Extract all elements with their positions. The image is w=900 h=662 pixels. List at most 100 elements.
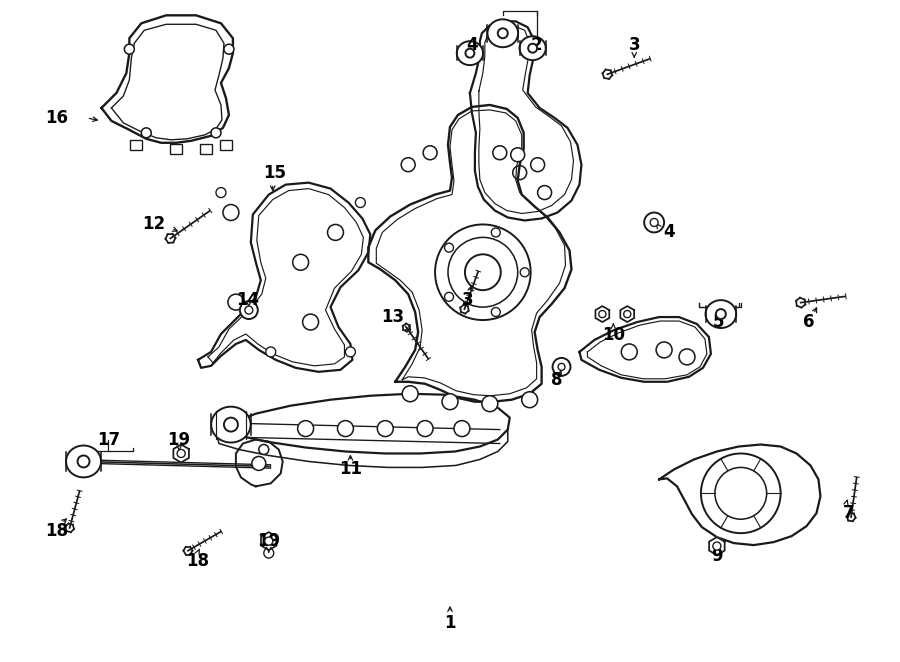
Text: 3: 3	[462, 291, 473, 309]
Text: 15: 15	[263, 164, 286, 181]
Bar	[130, 140, 142, 150]
Circle shape	[298, 420, 313, 436]
Circle shape	[435, 224, 531, 320]
Text: 4: 4	[663, 223, 675, 242]
Circle shape	[77, 455, 89, 467]
Circle shape	[402, 386, 418, 402]
Text: 1: 1	[445, 614, 455, 632]
Circle shape	[531, 158, 544, 171]
Circle shape	[510, 148, 525, 162]
Circle shape	[513, 166, 526, 179]
Polygon shape	[174, 444, 189, 463]
Text: 19: 19	[257, 532, 280, 550]
Circle shape	[491, 228, 500, 237]
Text: 10: 10	[602, 326, 625, 344]
Ellipse shape	[488, 19, 518, 47]
Circle shape	[302, 314, 319, 330]
Circle shape	[228, 294, 244, 310]
Polygon shape	[470, 21, 581, 220]
Circle shape	[245, 306, 253, 314]
Circle shape	[224, 44, 234, 54]
Circle shape	[417, 420, 433, 436]
Circle shape	[259, 444, 269, 455]
Polygon shape	[709, 537, 725, 555]
Text: 13: 13	[382, 308, 405, 326]
Circle shape	[346, 347, 356, 357]
Text: 2: 2	[531, 36, 543, 54]
Circle shape	[141, 128, 151, 138]
Circle shape	[650, 218, 658, 226]
Circle shape	[356, 197, 365, 207]
Text: 6: 6	[803, 313, 815, 331]
Circle shape	[124, 44, 134, 54]
Circle shape	[715, 467, 767, 519]
Circle shape	[338, 420, 354, 436]
Circle shape	[465, 49, 474, 58]
Circle shape	[656, 342, 672, 358]
Circle shape	[252, 457, 266, 471]
Circle shape	[491, 308, 500, 316]
Circle shape	[701, 453, 780, 533]
Text: 14: 14	[237, 291, 259, 309]
Circle shape	[448, 238, 518, 307]
Text: 17: 17	[97, 430, 120, 449]
Text: 5: 5	[713, 313, 725, 331]
Circle shape	[493, 146, 507, 160]
Circle shape	[624, 310, 631, 318]
Polygon shape	[198, 183, 370, 372]
Circle shape	[454, 420, 470, 436]
Circle shape	[465, 254, 500, 290]
Text: 8: 8	[551, 371, 562, 389]
Text: 18: 18	[45, 522, 68, 540]
Circle shape	[377, 420, 393, 436]
Circle shape	[553, 358, 571, 376]
Circle shape	[621, 344, 637, 360]
Circle shape	[528, 44, 537, 53]
Text: 18: 18	[186, 552, 210, 570]
Circle shape	[211, 128, 221, 138]
Bar	[170, 144, 182, 154]
Polygon shape	[216, 394, 509, 453]
Circle shape	[264, 548, 274, 558]
Text: 4: 4	[466, 36, 478, 54]
Circle shape	[520, 267, 529, 277]
Circle shape	[265, 537, 273, 545]
Ellipse shape	[519, 36, 545, 60]
Circle shape	[240, 301, 257, 319]
Circle shape	[482, 396, 498, 412]
Circle shape	[716, 309, 725, 319]
Ellipse shape	[706, 300, 736, 328]
Text: 12: 12	[141, 215, 165, 234]
Circle shape	[328, 224, 344, 240]
Circle shape	[537, 185, 552, 199]
Text: 9: 9	[711, 547, 723, 565]
Ellipse shape	[212, 406, 250, 442]
Circle shape	[442, 394, 458, 410]
Circle shape	[498, 28, 508, 38]
Polygon shape	[659, 444, 821, 545]
Circle shape	[223, 205, 238, 220]
Ellipse shape	[457, 41, 483, 65]
Circle shape	[445, 243, 454, 252]
Polygon shape	[102, 15, 233, 143]
Circle shape	[679, 349, 695, 365]
Bar	[200, 144, 212, 154]
Text: 7: 7	[842, 504, 854, 522]
Text: 11: 11	[339, 460, 362, 479]
Circle shape	[445, 293, 454, 301]
Circle shape	[224, 418, 238, 432]
Text: 3: 3	[628, 36, 640, 54]
Circle shape	[177, 449, 185, 457]
Circle shape	[644, 213, 664, 232]
Circle shape	[558, 363, 565, 370]
Text: 19: 19	[167, 430, 191, 449]
Circle shape	[713, 542, 721, 550]
Circle shape	[292, 254, 309, 270]
Polygon shape	[261, 532, 276, 550]
Polygon shape	[620, 306, 634, 322]
Circle shape	[266, 347, 275, 357]
Circle shape	[401, 158, 415, 171]
Circle shape	[216, 187, 226, 197]
Polygon shape	[368, 105, 572, 402]
Polygon shape	[596, 306, 609, 322]
